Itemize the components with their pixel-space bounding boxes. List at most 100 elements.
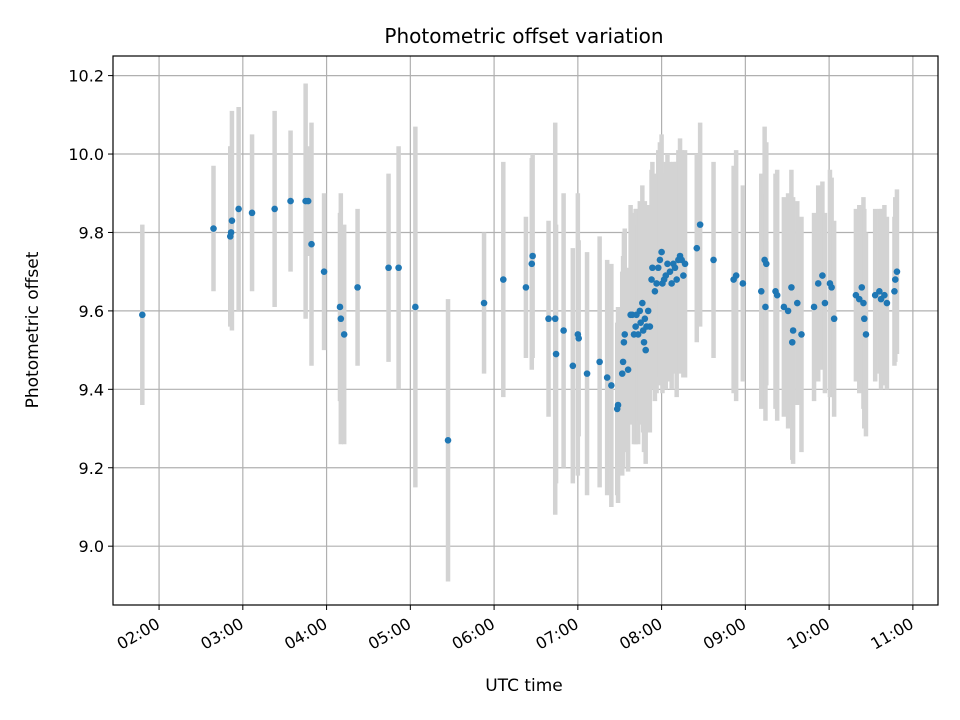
data-point	[696, 221, 704, 228]
data-point	[500, 276, 507, 283]
data-point	[640, 338, 648, 346]
data-point	[619, 358, 627, 366]
data-point	[583, 370, 591, 377]
y-tick-label: 10.0	[68, 145, 104, 164]
data-point	[855, 295, 863, 303]
data-point	[710, 256, 717, 264]
data-point	[271, 205, 278, 213]
data-point	[881, 291, 888, 299]
data-point	[788, 284, 795, 291]
data-point	[757, 287, 765, 295]
y-tick-label: 9.2	[79, 459, 104, 478]
data-point	[666, 268, 674, 275]
data-point	[893, 268, 901, 275]
data-point	[668, 280, 675, 287]
data-points	[139, 197, 901, 444]
data-point	[793, 299, 801, 307]
data-point	[646, 323, 654, 330]
data-point	[320, 268, 328, 275]
data-point	[732, 272, 740, 279]
data-point	[575, 335, 582, 342]
y-tick-label: 9.6	[79, 302, 104, 321]
data-point	[658, 248, 665, 256]
data-point	[860, 299, 867, 307]
data-point	[337, 315, 345, 323]
data-point	[618, 370, 626, 377]
data-point	[552, 350, 560, 358]
data-point	[624, 366, 632, 374]
data-point	[385, 264, 392, 272]
data-point	[551, 315, 559, 323]
data-point	[664, 260, 671, 268]
data-point	[227, 229, 235, 236]
data-point	[480, 299, 488, 307]
data-point	[639, 299, 646, 307]
data-point	[529, 252, 536, 260]
data-point	[304, 197, 312, 205]
data-point	[680, 272, 687, 279]
data-point	[819, 272, 826, 279]
data-point	[621, 331, 629, 338]
data-point	[308, 240, 315, 248]
data-point	[636, 307, 644, 315]
data-point	[412, 303, 419, 311]
y-tick-label: 9.8	[79, 223, 104, 242]
data-point	[651, 287, 659, 295]
data-point	[336, 303, 344, 311]
data-point	[569, 362, 577, 370]
data-point	[862, 331, 870, 338]
x-axis-label: UTC time	[485, 676, 563, 696]
data-point	[810, 303, 818, 311]
data-point	[798, 331, 805, 338]
data-point	[620, 338, 628, 346]
data-point	[653, 280, 660, 287]
data-point	[883, 299, 891, 307]
data-point	[287, 197, 294, 205]
data-point	[235, 205, 242, 213]
y-axis-label: Photometric offset	[23, 251, 43, 408]
data-point	[788, 338, 796, 346]
data-point	[656, 256, 664, 264]
data-point	[860, 315, 868, 323]
data-point	[789, 327, 797, 334]
data-point	[649, 264, 656, 272]
data-point	[762, 303, 769, 311]
data-point	[210, 225, 217, 232]
data-point	[608, 382, 615, 389]
data-point	[634, 331, 642, 338]
data-point	[784, 307, 792, 315]
data-point	[662, 272, 670, 279]
data-point	[780, 303, 788, 311]
data-point	[603, 374, 611, 381]
data-point	[773, 291, 781, 299]
y-tick-label: 10.2	[68, 67, 104, 86]
data-point	[762, 260, 770, 268]
data-point	[444, 437, 452, 444]
data-point	[354, 284, 361, 291]
data-point	[891, 276, 899, 283]
data-point	[596, 358, 603, 366]
y-axis-ticks: 9.0 9.2 9.4 9.6 9.8 10.0 10.2	[68, 67, 113, 556]
data-point	[671, 264, 679, 272]
data-point	[891, 287, 898, 295]
data-point	[642, 346, 649, 354]
data-point	[560, 327, 567, 334]
data-point	[673, 276, 680, 283]
data-point	[876, 287, 883, 295]
data-point	[828, 284, 835, 291]
data-point	[693, 244, 701, 252]
data-point	[821, 299, 829, 307]
data-point	[395, 264, 402, 272]
data-point	[522, 284, 530, 291]
data-point	[340, 331, 348, 338]
chart-title: Photometric offset variation	[384, 24, 663, 48]
data-point	[632, 323, 639, 330]
data-point	[139, 311, 146, 319]
data-point	[641, 315, 649, 323]
data-point	[637, 319, 644, 326]
data-point	[644, 307, 652, 315]
data-point	[871, 291, 879, 299]
data-point	[654, 264, 662, 272]
data-point	[528, 260, 536, 268]
data-point	[858, 284, 866, 291]
